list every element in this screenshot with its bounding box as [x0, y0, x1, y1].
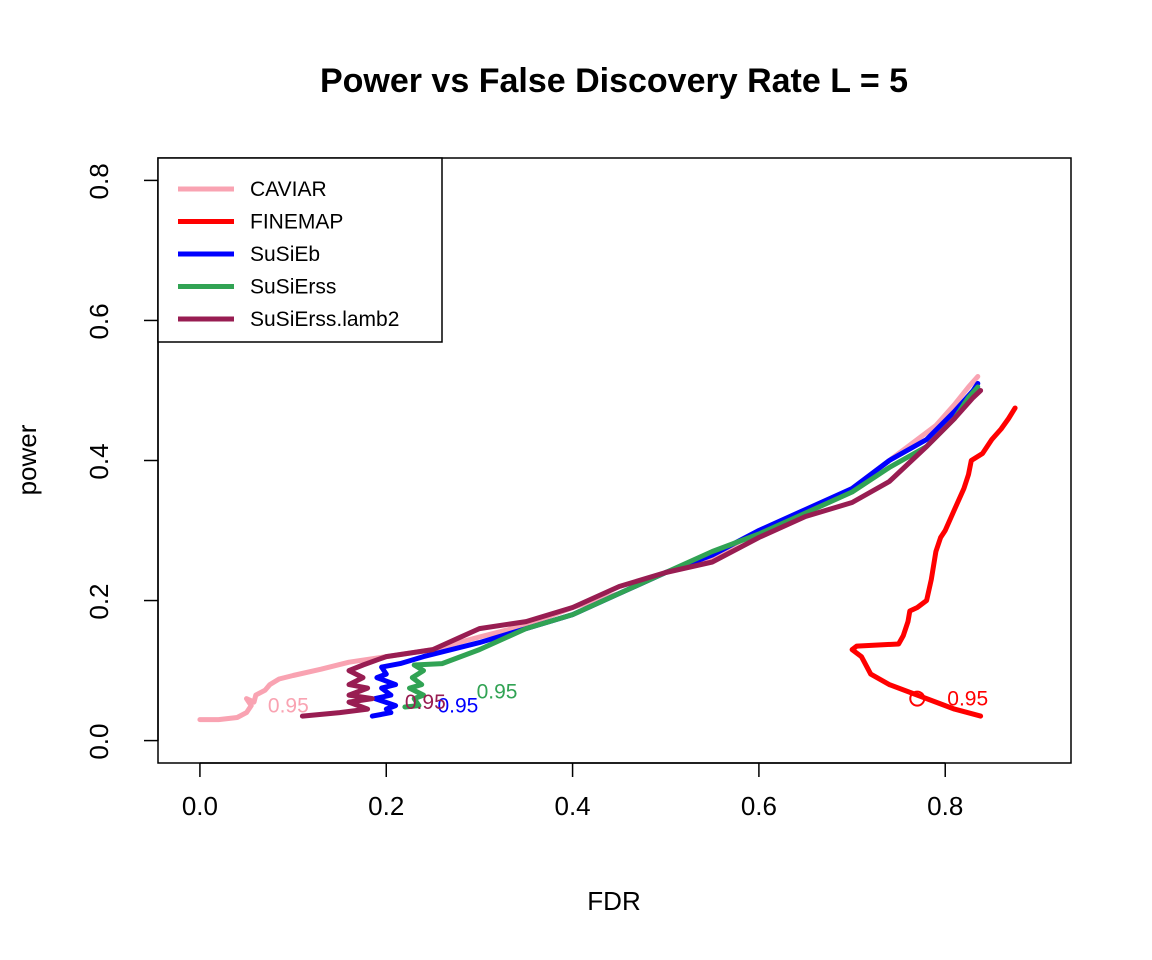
legend-label-0: CAVIAR	[250, 178, 327, 201]
legend-label-2: SuSiEb	[250, 243, 320, 266]
legend-label-4: SuSiErss.lamb2	[250, 308, 399, 331]
annotation-marker	[909, 690, 926, 707]
y-tick-label: 0.4	[84, 443, 114, 479]
x-tick-label: 0.4	[554, 791, 590, 821]
legend-label-1: FINEMAP	[250, 211, 343, 234]
y-tick-label: 0.0	[84, 724, 114, 760]
series-line-3	[402, 384, 981, 710]
x-axis-label: FDR	[587, 886, 640, 916]
annotation-label: 0.95	[268, 695, 309, 718]
series-layer	[197, 374, 1018, 723]
y-axis-label: power	[12, 424, 42, 495]
annotation-label: 0.95	[405, 691, 446, 714]
annotation-label: 0.95	[437, 695, 478, 718]
y-tick-label: 0.6	[84, 303, 114, 339]
series-line-4	[299, 388, 984, 719]
legend-label-3: SuSiErss	[250, 276, 336, 299]
chart-title: Power vs False Discovery Rate L = 5	[320, 62, 908, 100]
series-line-0	[197, 374, 981, 723]
y-tick-label: 0.8	[84, 163, 114, 199]
x-tick-label: 0.2	[368, 791, 404, 821]
y-axis: 0.0 0.2 0.4 0.6 0.8	[84, 163, 159, 760]
x-tick-label: 0.6	[741, 791, 777, 821]
annotation-label: 0.95	[477, 681, 518, 704]
series-line-2	[369, 381, 981, 719]
series-line-1	[849, 405, 1018, 719]
legend: CAVIAR FINEMAP SuSiEb SuSiErss SuSiErss.lamb…	[157, 157, 443, 343]
annotation-label: 0.95	[947, 688, 988, 711]
x-axis: 0.0 0.2 0.4 0.6 0.8	[182, 762, 963, 821]
x-tick-label: 0.8	[927, 791, 963, 821]
x-tick-label: 0.0	[182, 791, 218, 821]
annotation-layer: 0.95 0.950.950.950.95	[268, 681, 988, 718]
y-tick-label: 0.2	[84, 583, 114, 619]
